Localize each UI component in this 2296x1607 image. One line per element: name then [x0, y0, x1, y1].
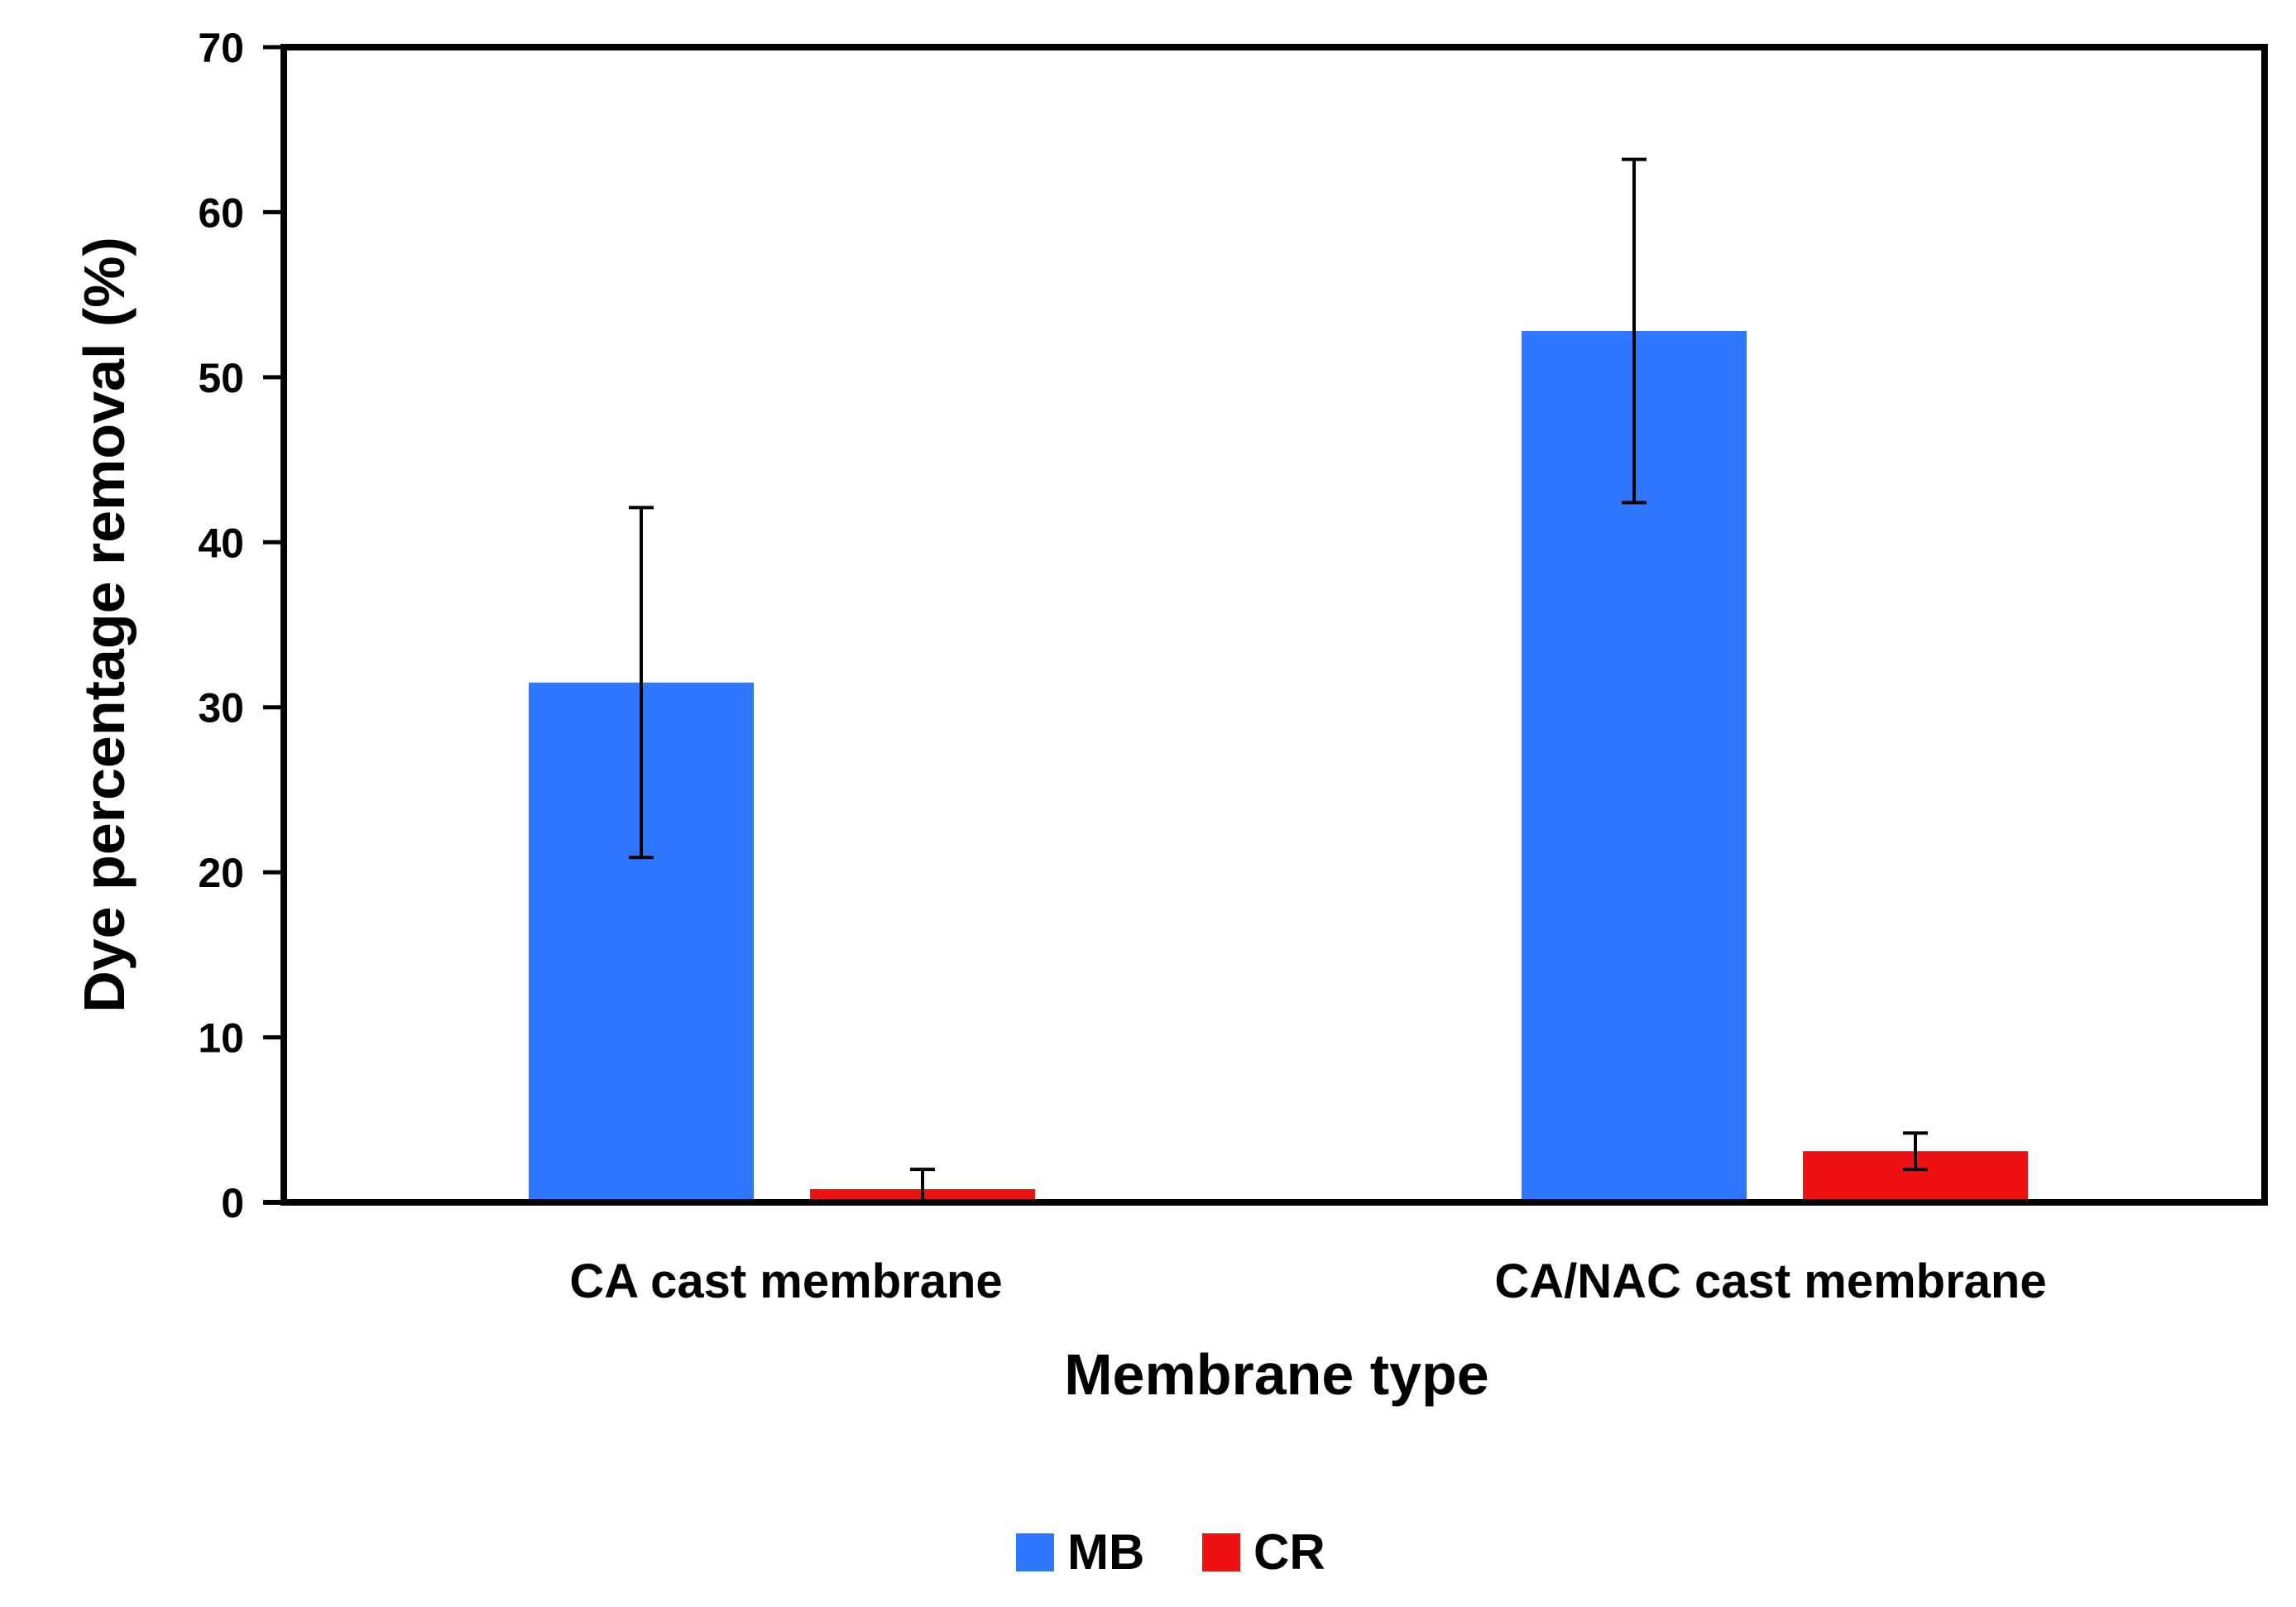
legend-label-mb: MB — [1067, 1524, 1144, 1580]
category-label-2: CA/NAC cast membrane — [1494, 1254, 2046, 1308]
legend-label-cr: CR — [1253, 1524, 1325, 1580]
y-axis: 0 10 20 30 40 50 60 70 — [198, 25, 284, 1226]
y-tick-label: 10 — [198, 1015, 244, 1062]
error-bar-cr-2 — [1903, 1131, 1928, 1172]
category-labels: CA cast membrane CA/NAC cast membrane — [569, 1254, 2046, 1308]
legend-swatch-mb — [1016, 1533, 1054, 1571]
y-tick-label: 30 — [198, 685, 244, 732]
y-tick-label: 20 — [198, 850, 244, 896]
y-tick-label: 50 — [198, 355, 244, 401]
bars-layer — [529, 331, 2028, 1200]
y-axis-title: Dye percentage removal (%) — [72, 237, 137, 1013]
y-tick-label: 70 — [198, 25, 244, 71]
error-bar-mb-2 — [1622, 157, 1647, 505]
category-label-1: CA cast membrane — [569, 1254, 1002, 1308]
x-axis-title: Membrane type — [1064, 1342, 1488, 1407]
error-bar-mb-1 — [629, 506, 654, 860]
legend-swatch-cr — [1202, 1533, 1240, 1571]
y-tick-label: 60 — [198, 189, 244, 236]
y-tick-label: 0 — [221, 1180, 244, 1226]
legend: MB CR — [1016, 1524, 1325, 1580]
y-tick-label: 40 — [198, 520, 244, 566]
